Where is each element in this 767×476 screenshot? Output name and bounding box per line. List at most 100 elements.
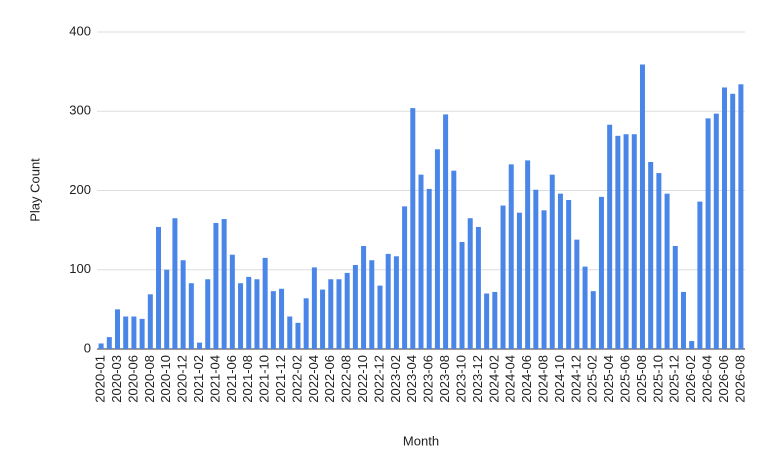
- x-tick-label: 2021-02: [191, 355, 206, 403]
- x-tick-label: 2022-02: [289, 355, 304, 403]
- x-tick-label: 2022-12: [371, 355, 386, 403]
- bar: [131, 316, 137, 349]
- x-tick-label: 2024-02: [486, 355, 501, 403]
- x-tick-label: 2020-03: [109, 355, 124, 403]
- x-tick-label: 2024-04: [503, 355, 518, 403]
- bar: [98, 343, 104, 349]
- bar: [352, 264, 358, 349]
- bar: [311, 267, 317, 349]
- x-tick-label: 2025-08: [634, 355, 649, 403]
- bar: [262, 257, 268, 349]
- bar: [639, 64, 645, 350]
- bar: [115, 309, 121, 349]
- bar: [582, 266, 588, 349]
- y-axis-title: Play Count: [27, 158, 42, 222]
- bar: [533, 189, 539, 349]
- x-tick-label: 2021-10: [257, 355, 272, 403]
- y-tick-label: 100: [69, 261, 91, 276]
- bar: [574, 239, 580, 349]
- bar: [213, 222, 219, 349]
- bar: [607, 124, 613, 349]
- bar: [451, 170, 457, 349]
- bar: [500, 205, 506, 349]
- bar: [270, 291, 276, 349]
- x-tick-label: 2023-08: [437, 355, 452, 403]
- bar: [484, 293, 490, 349]
- x-tick-label: 2023-04: [404, 355, 419, 403]
- bar: [434, 149, 440, 349]
- bar: [631, 134, 637, 349]
- bar: [615, 135, 621, 349]
- bar: [393, 256, 399, 349]
- bar: [590, 291, 596, 349]
- y-tick-label: 200: [69, 182, 91, 197]
- x-tick-label: 2026-04: [700, 355, 715, 403]
- x-tick-label: 2026-02: [683, 355, 698, 403]
- bar: [516, 212, 522, 349]
- bar: [172, 218, 178, 349]
- bar: [492, 291, 498, 349]
- bar: [648, 161, 654, 349]
- bar: [557, 193, 563, 349]
- bar: [680, 291, 686, 349]
- bar: [475, 226, 481, 349]
- x-tick-label: 2021-04: [207, 355, 222, 403]
- x-tick-label: 2020-12: [175, 355, 190, 403]
- x-tick-label: 2024-06: [519, 355, 534, 403]
- bar: [418, 174, 424, 349]
- x-tick-label: 2025-12: [667, 355, 682, 403]
- x-tick-label: 2023-02: [388, 355, 403, 403]
- x-tick-label: 2025-06: [618, 355, 633, 403]
- bar: [287, 316, 293, 349]
- bar: [713, 113, 719, 349]
- bar: [459, 242, 465, 349]
- bar: [139, 318, 145, 349]
- y-tick-label: 0: [84, 340, 91, 355]
- bar: [672, 245, 678, 349]
- bar: [730, 93, 736, 349]
- bar: [508, 164, 514, 349]
- bar: [295, 322, 301, 349]
- bar: [180, 260, 186, 349]
- bar: [336, 279, 342, 349]
- bar: [549, 174, 555, 349]
- bar: [238, 283, 244, 349]
- bar: [426, 188, 432, 349]
- y-tick-label: 400: [69, 23, 91, 38]
- bar: [164, 269, 170, 349]
- bar: [385, 253, 391, 349]
- bar: [205, 279, 211, 349]
- bar: [328, 279, 334, 349]
- bar: [705, 118, 711, 349]
- x-tick-label: 2020-01: [93, 355, 108, 403]
- x-tick-label: 2026-06: [716, 355, 731, 403]
- bar: [377, 285, 383, 349]
- x-tick-label: 2024-10: [552, 355, 567, 403]
- bar: [738, 84, 744, 350]
- bar: [467, 218, 473, 349]
- x-tick-label: 2022-08: [339, 355, 354, 403]
- bar: [361, 245, 367, 349]
- x-tick-label: 2020-10: [158, 355, 173, 403]
- bar: [156, 226, 162, 349]
- x-tick-label: 2020-08: [142, 355, 157, 403]
- bar: [229, 254, 235, 349]
- bar: [721, 87, 727, 349]
- x-tick-label: 2022-10: [355, 355, 370, 403]
- y-tick-label: 300: [69, 103, 91, 118]
- bar: [697, 201, 703, 349]
- x-tick-label: 2021-12: [273, 355, 288, 403]
- bar: [443, 114, 449, 349]
- x-tick-label: 2021-08: [240, 355, 255, 403]
- bar: [320, 289, 326, 349]
- x-tick-label: 2023-06: [421, 355, 436, 403]
- bar: [525, 160, 531, 349]
- bar: [246, 276, 252, 349]
- bar: [410, 108, 416, 349]
- x-tick-label: 2022-04: [306, 355, 321, 403]
- bar: [598, 196, 604, 349]
- bar: [123, 316, 129, 349]
- bar: [656, 173, 662, 349]
- bar: [402, 206, 408, 349]
